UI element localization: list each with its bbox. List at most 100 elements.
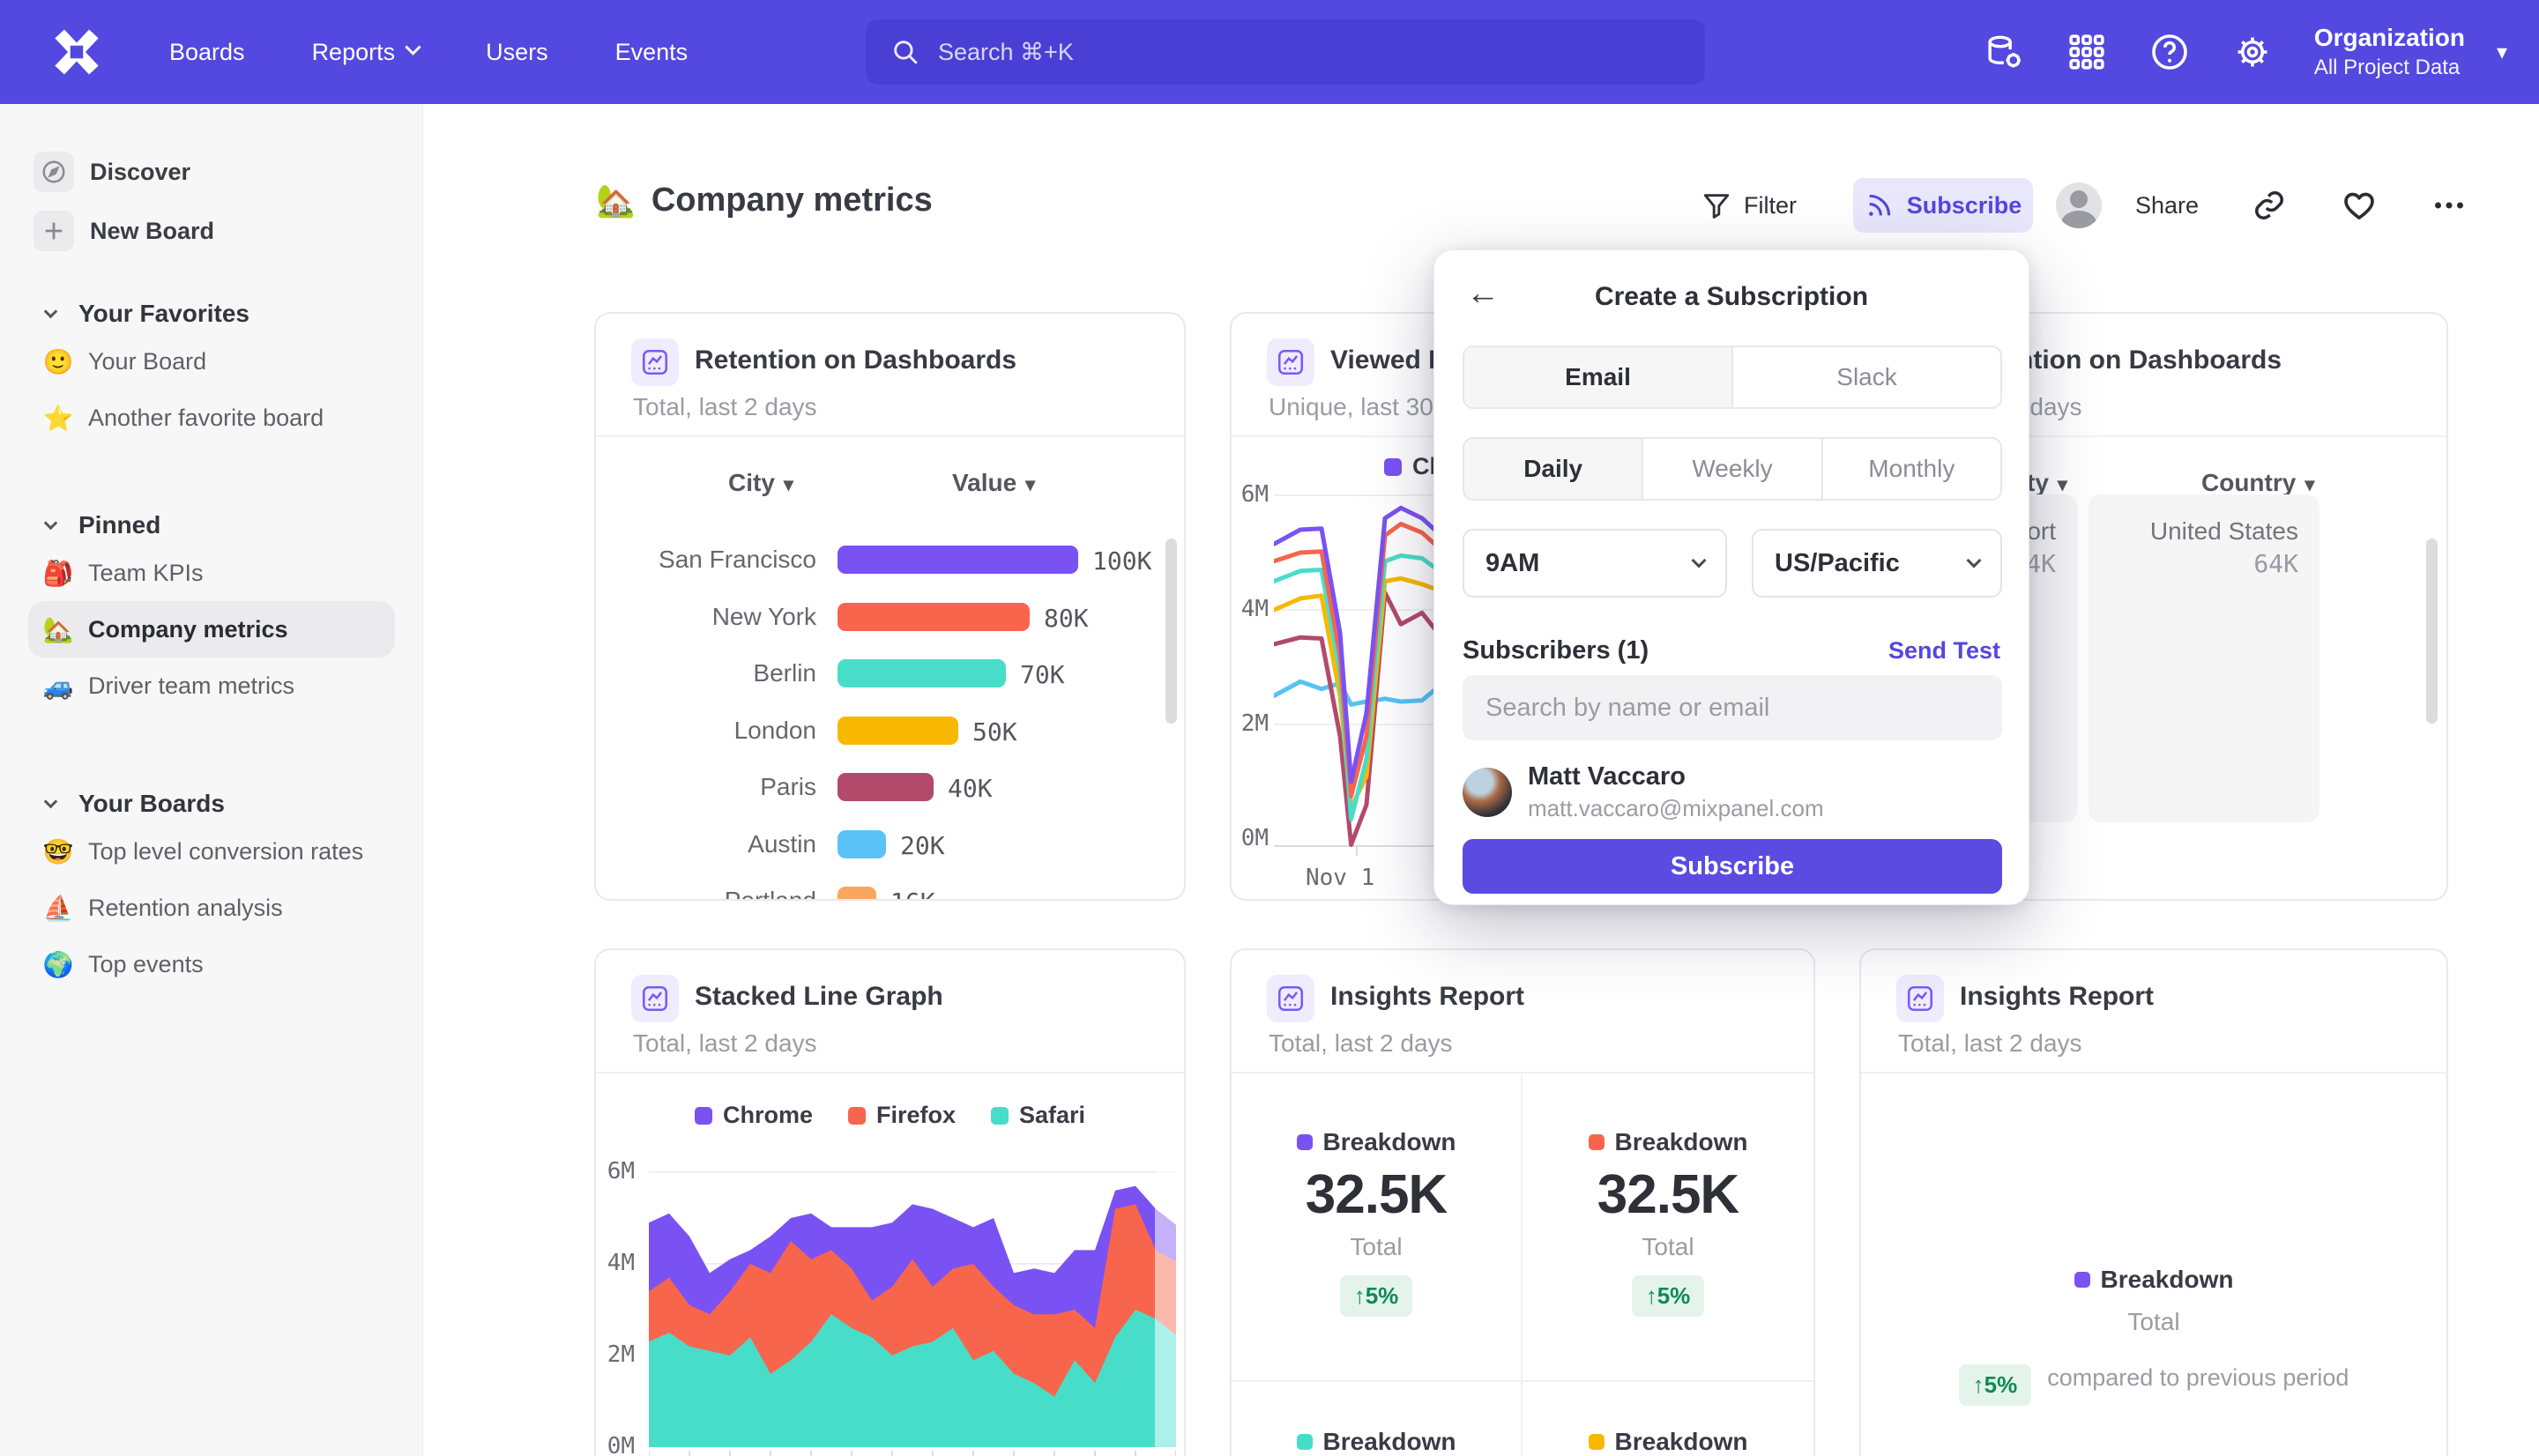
filter-button[interactable]: Filter	[1701, 190, 1797, 220]
subscriber-search-input[interactable]: Search by name or email	[1463, 675, 2002, 740]
column-header-city[interactable]: City▾	[728, 469, 793, 496]
card-header: Stacked Line Graph Total, last 2 days	[596, 950, 1184, 1073]
nav-item-users[interactable]: Users	[486, 39, 548, 66]
metric-label: Breakdown	[2074, 1266, 2233, 1294]
sidebar-item-new-board[interactable]: New Board	[0, 202, 423, 260]
table-row[interactable]: San Francisco 100K	[596, 531, 1184, 588]
subscribe-button[interactable]: Subscribe	[1853, 178, 2033, 233]
chevron-down-icon	[43, 304, 58, 318]
board-emoji: 🏡	[596, 182, 636, 219]
time-select[interactable]: 9AM	[1463, 529, 1727, 598]
delta-badge: ↑5%	[1339, 1275, 1413, 1317]
funnel-icon	[1703, 194, 1730, 219]
board-emoji: 🎒	[42, 559, 74, 587]
legend-label: Safari	[1019, 1102, 1086, 1128]
tab-slack[interactable]: Slack	[1733, 347, 2000, 407]
sidebar-section-header[interactable]: Pinned	[0, 506, 423, 545]
legend-label: Chrome	[722, 1102, 813, 1128]
report-icon	[631, 338, 679, 386]
table-row[interactable]: Berlin 70K	[596, 645, 1184, 702]
send-test-link[interactable]: Send Test	[1887, 637, 2000, 664]
metric-value: 32.5K	[1305, 1164, 1448, 1225]
table-row[interactable]: Portland 16K	[596, 873, 1184, 901]
table-row[interactable]: London 50K	[596, 702, 1184, 759]
tab-monthly[interactable]: Monthly	[1822, 439, 2000, 499]
nav-item-events[interactable]: Events	[615, 39, 689, 66]
y-axis-tick: 0M	[607, 1433, 635, 1456]
sidebar: Discover New Board Your Favorites 🙂 Your B…	[0, 104, 423, 1456]
settings-gear-icon[interactable]	[2231, 31, 2274, 73]
sidebar-item-driver-team-metrics[interactable]: 🚙 Driver team metrics	[0, 657, 423, 714]
sidebar-item-discover[interactable]: Discover	[0, 143, 423, 201]
cohort-panel[interactable]: United States 64K	[2089, 494, 2319, 822]
sidebar-item-top-level-conversion-rates[interactable]: 🤓 Top level conversion rates	[0, 823, 423, 880]
scrollbar[interactable]	[2426, 539, 2438, 724]
series-dot	[1296, 1134, 1313, 1150]
compass-icon	[34, 152, 74, 192]
sidebar-item-company-metrics[interactable]: 🏡 Company metrics	[28, 601, 395, 657]
user-avatar[interactable]	[2056, 182, 2102, 228]
card-title: Retention on Dashboards	[695, 345, 1017, 375]
column-header-value[interactable]: Value ▾	[952, 469, 1036, 496]
sidebar-section-header[interactable]: Your Boards	[0, 784, 423, 823]
apps-grid-icon[interactable]	[2066, 31, 2108, 73]
stacked-area-chart[interactable]	[649, 1095, 1176, 1456]
card-title: Insights Report	[1330, 982, 1525, 1011]
back-arrow-icon[interactable]: ←	[1466, 275, 1500, 312]
mixpanel-logo[interactable]	[51, 26, 102, 78]
tab-daily[interactable]: Daily	[1464, 439, 1644, 499]
subscribe-submit-button[interactable]: Subscribe	[1463, 839, 2002, 894]
legend-item[interactable]: Safari	[991, 1102, 1085, 1129]
sidebar-item-your-board[interactable]: 🙂 Your Board	[0, 333, 423, 390]
subscriber-row[interactable]: Matt Vaccaro matt.vaccaro@mixpanel.com	[1463, 762, 1824, 821]
row-label: Portland	[724, 887, 816, 901]
board-emoji: 🌍	[42, 950, 74, 978]
sidebar-item-team-kpis[interactable]: 🎒 Team KPIs	[0, 545, 423, 601]
sidebar-section-header[interactable]: Your Favorites	[0, 294, 423, 333]
legend-item[interactable]: Firefox	[847, 1102, 956, 1129]
sidebar-item-another-favorite-board[interactable]: ⭐ Another favorite board	[0, 390, 423, 446]
table-row[interactable]: Paris 40K	[596, 759, 1184, 815]
column-header-country[interactable]: Country ▾	[2201, 469, 2315, 496]
sidebar-item-top-events[interactable]: 🌍 Top events	[0, 936, 423, 992]
sidebar-item-retention-analysis[interactable]: ⛵ Retention analysis	[0, 880, 423, 936]
scrollbar[interactable]	[1165, 539, 1177, 724]
card-insights-report-grid: Insights Report Total, last 2 days Break…	[1230, 948, 1815, 1456]
more-options-icon[interactable]	[2430, 186, 2468, 225]
tab-weekly[interactable]: Weekly	[1643, 439, 1823, 499]
y-axis-tick: 0M	[1240, 825, 1269, 851]
help-icon[interactable]	[2148, 31, 2191, 73]
sidebar-section-title: Your Boards	[78, 790, 225, 817]
search-input[interactable]: Search ⌘+K	[866, 19, 1705, 85]
table-row[interactable]: Austin 20K	[596, 816, 1184, 873]
rss-icon	[1868, 194, 1890, 216]
chevron-down-icon	[1691, 553, 1707, 568]
sidebar-item-label: Team KPIs	[88, 559, 204, 586]
data-management-icon[interactable]	[1983, 31, 2025, 73]
board-title: 🏡 Company metrics	[596, 182, 933, 219]
report-icon	[1267, 975, 1314, 1022]
subscribers-label: Subscribers (1)	[1463, 636, 1649, 665]
timezone-select[interactable]: US/Pacific	[1752, 529, 2002, 598]
board-emoji: ⛵	[42, 894, 74, 922]
sidebar-item-label: Retention analysis	[88, 894, 283, 921]
nav-item-label: Boards	[169, 38, 245, 65]
metric-sub: Total	[1350, 1233, 1403, 1260]
nav-item-reports[interactable]: Reports	[312, 39, 421, 66]
copy-link-icon[interactable]	[2250, 186, 2289, 225]
org-caret-icon[interactable]: ▾	[2496, 40, 2507, 64]
legend-item[interactable]: Chrome	[694, 1102, 813, 1129]
favorite-heart-icon[interactable]	[2340, 186, 2379, 225]
share-button[interactable]: Share	[2135, 191, 2200, 219]
board-emoji: 🚙	[42, 672, 74, 700]
tab-email[interactable]: Email	[1464, 347, 1733, 407]
sidebar-sections: Your Favorites 🙂 Your Board ⭐ Another favori…	[0, 294, 423, 992]
metric-sub: Total	[2127, 1308, 2180, 1335]
value-bar	[838, 887, 876, 899]
org-switcher[interactable]: Organization All Project Data	[2314, 24, 2465, 80]
card-insights-report-single: Insights Report Total, last 2 days Break…	[1859, 948, 2448, 1456]
nav-item-boards[interactable]: Boards	[169, 39, 245, 66]
table-row[interactable]: New York 80K	[596, 589, 1184, 645]
y-axis-tick: 2M	[1240, 710, 1269, 737]
